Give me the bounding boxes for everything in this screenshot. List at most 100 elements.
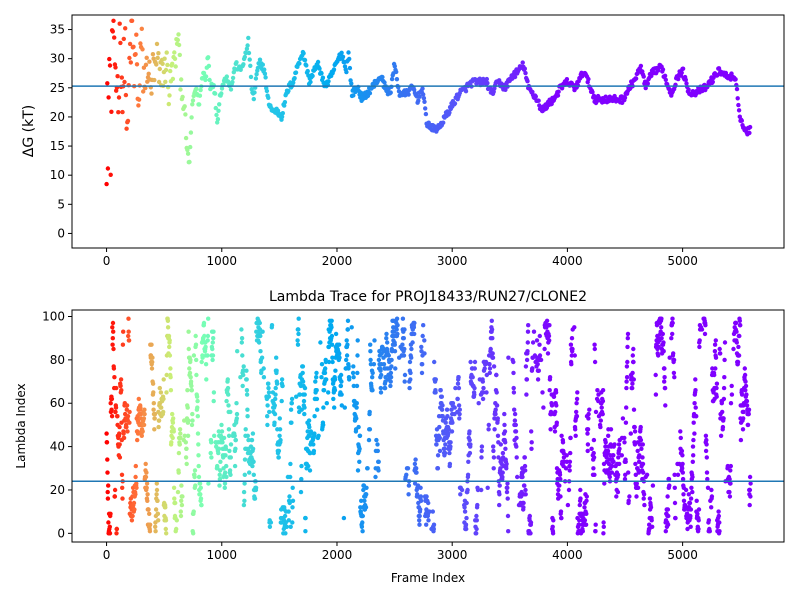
lambda-point	[487, 362, 492, 367]
lambda-point	[560, 440, 566, 445]
lambda-point	[688, 524, 693, 529]
delta-g-point	[194, 86, 199, 91]
lambda-point	[384, 331, 389, 337]
lambda-point	[177, 427, 183, 432]
lambda-point	[171, 429, 176, 434]
lambda-point	[505, 485, 510, 490]
lambda-point	[375, 442, 380, 447]
lambda-point	[173, 500, 178, 506]
delta-g-point	[282, 103, 287, 108]
lambda-point	[314, 370, 319, 376]
delta-g-point	[117, 21, 122, 26]
lambda-point	[437, 448, 443, 454]
lambda-point	[722, 375, 727, 380]
lambda-point	[728, 468, 733, 473]
lambda-point	[746, 411, 751, 417]
lambda-point	[685, 526, 690, 532]
lambda-point	[536, 368, 541, 373]
lambda-point	[691, 420, 696, 425]
lambda-point	[699, 327, 705, 332]
lambda-point	[192, 474, 197, 480]
delta-g-point	[106, 95, 111, 100]
lambda-point	[199, 502, 204, 508]
lambda-point	[354, 401, 359, 406]
lambda-point	[591, 450, 596, 456]
lambda-point	[249, 437, 255, 443]
delta-g-point	[641, 74, 646, 79]
lambda-point	[360, 529, 365, 534]
lambda-point	[623, 420, 629, 425]
lambda-point	[578, 496, 583, 501]
lambda-point	[274, 368, 279, 373]
delta-g-axes-frame	[71, 14, 785, 249]
lambda-point	[278, 437, 283, 443]
lambda-point	[376, 459, 381, 464]
lambda-point	[500, 474, 505, 480]
lambda-point	[307, 468, 313, 473]
lambda-point	[418, 498, 424, 503]
lambda-point	[178, 435, 183, 441]
lambda-point	[524, 357, 530, 363]
lambda-point	[151, 407, 156, 412]
delta-g-point	[105, 166, 111, 171]
lambda-point	[392, 349, 398, 354]
lambda-point	[703, 323, 708, 328]
lambda-point	[294, 394, 299, 399]
delta-g-point	[217, 102, 222, 107]
lambda-point	[360, 520, 365, 525]
lambda-point	[470, 375, 475, 380]
lambda-point	[111, 346, 116, 352]
lambda-point	[232, 433, 237, 438]
lambda-point	[408, 370, 413, 376]
lambda-point	[324, 401, 329, 406]
lambda-point	[611, 459, 616, 464]
lambda-point	[152, 411, 158, 417]
lambda-point	[537, 353, 543, 358]
lambda-point	[465, 487, 470, 493]
lambda-point	[224, 398, 229, 404]
lambda-point	[126, 329, 131, 334]
lambda-point	[718, 433, 724, 438]
lambda-point	[729, 392, 735, 397]
lambda-point	[697, 338, 702, 343]
lambda-point	[370, 370, 375, 376]
lambda-point	[468, 442, 473, 447]
lambda-point	[437, 435, 442, 441]
lambda-point	[196, 463, 201, 469]
lambda-point	[491, 364, 497, 369]
lambda-point	[109, 407, 114, 412]
delta-g-point	[497, 78, 502, 83]
lambda-point	[121, 329, 126, 334]
lambda-point	[126, 333, 131, 339]
lambda-point	[500, 450, 506, 456]
delta-g-point	[421, 96, 427, 101]
lambda-point	[288, 524, 293, 529]
lambda-point	[157, 385, 162, 391]
lambda-point	[191, 531, 196, 536]
lambda-point	[302, 411, 307, 417]
lambda-point	[558, 476, 563, 482]
lambda-point	[514, 444, 519, 449]
delta-g-point	[123, 26, 128, 31]
lambda-point	[144, 485, 149, 490]
delta-g-point	[421, 92, 426, 97]
lambda-point	[628, 431, 633, 436]
lambda-point	[189, 388, 194, 393]
lambda-point	[258, 333, 263, 339]
delta-g-point	[120, 109, 125, 115]
lambda-point	[538, 357, 544, 363]
lambda-point	[649, 518, 654, 523]
lambda-point	[522, 483, 527, 488]
lambda-point	[108, 401, 113, 406]
lambda-point	[482, 366, 487, 371]
lambda-point	[602, 481, 607, 486]
lambda-point	[266, 381, 271, 386]
lambda-point	[490, 351, 495, 356]
lambda-point	[315, 407, 320, 412]
delta-g-point	[248, 63, 253, 68]
delta-g-point	[125, 118, 131, 124]
delta-g-point	[638, 63, 644, 69]
lambda-point	[439, 407, 445, 412]
lambda-point	[512, 418, 518, 423]
lambda-point	[114, 531, 119, 536]
